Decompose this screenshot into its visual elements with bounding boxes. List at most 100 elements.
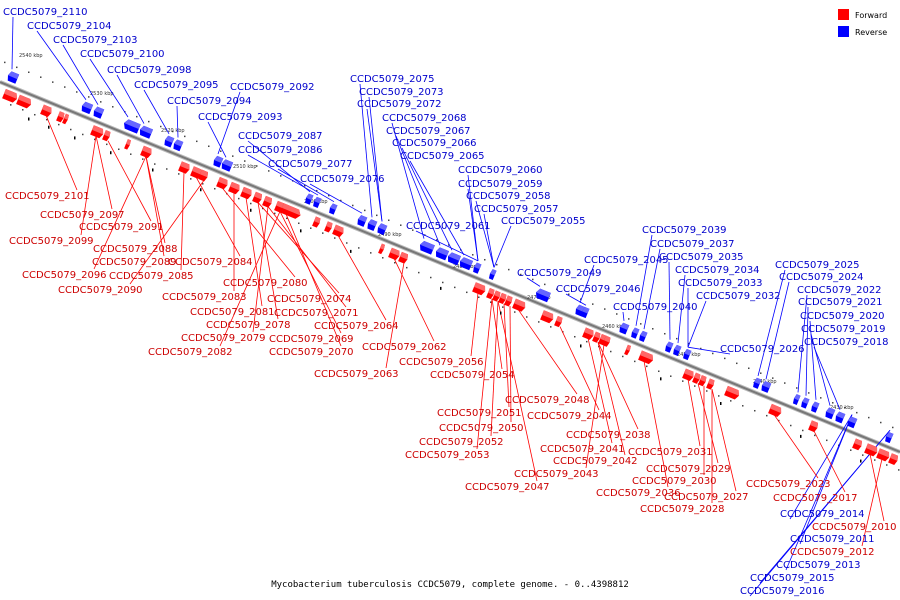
axis-mark [720, 402, 722, 405]
tick-dot [322, 232, 324, 234]
tick-dot [250, 202, 252, 205]
forward-leader-line [490, 301, 499, 437]
tick-dot [502, 306, 504, 308]
tick-dot [106, 143, 108, 146]
tick-label: 2510 kbp [233, 164, 257, 170]
forward-gene-label: CCDC5079_2048 [505, 395, 590, 406]
tick-dot [700, 347, 702, 350]
tick-dot [406, 266, 408, 269]
axis-mark [350, 249, 352, 253]
tick-dot [142, 158, 144, 160]
forward-gene-label: CCDC5079_2042 [553, 456, 638, 467]
forward-leader-line [257, 202, 279, 320]
tick-marks [4, 61, 900, 471]
forward-gene-arrow [312, 216, 322, 228]
reverse-gene-arrow [834, 411, 846, 424]
tick-dot [178, 173, 180, 175]
reverse-leader-line [207, 121, 227, 158]
reverse-leader-line [467, 188, 479, 261]
tick-dot [808, 392, 810, 394]
tick-dot [190, 178, 192, 180]
forward-gene-arrow [768, 403, 783, 418]
reverse-gene-arrow [630, 327, 640, 339]
reverse-gene-arrow [638, 330, 648, 343]
reverse-gene-label: CCDC5079_2076 [300, 174, 385, 185]
reverse-gene-arrow [884, 431, 894, 444]
reverse-leader-line [247, 140, 311, 193]
forward-gene-arrow [124, 139, 132, 150]
forward-gene-label: CCDC5079_2074 [267, 294, 352, 305]
tick-dot [256, 165, 258, 167]
tick-dot [436, 239, 438, 241]
tick-dot [706, 390, 708, 392]
reverse-leader-line [749, 429, 891, 597]
reverse-gene-label: CCDC5079_2077 [268, 159, 353, 170]
axis-mark [28, 117, 30, 121]
tick-dot [874, 459, 876, 461]
tick-dot [490, 301, 492, 303]
forward-gene-label: CCDC5079_2096 [22, 270, 107, 281]
tick-dot [550, 326, 552, 328]
tick-dot [166, 168, 168, 170]
forward-gene-label: CCDC5079_2054 [430, 370, 515, 381]
tick-dot [496, 263, 498, 266]
forward-gene-label: CCDC5079_2051 [437, 408, 522, 419]
genome-axis [0, 80, 900, 454]
axis-mark [500, 311, 502, 315]
reverse-gene-label: CCDC5079_2098 [107, 65, 192, 76]
tick-dot [610, 350, 612, 353]
tick-dot [208, 145, 210, 148]
tick-dot [28, 71, 30, 74]
tick-dot [238, 197, 240, 200]
tick-dot [376, 214, 378, 217]
reverse-gene-label: CCDC5079_2094 [167, 96, 252, 107]
forward-leader-line [145, 156, 165, 257]
forward-gene-arrow [332, 224, 346, 238]
forward-gene-arrow [252, 191, 264, 205]
forward-gene-arrow [540, 310, 555, 325]
forward-leader-line [195, 176, 241, 257]
reverse-gene-arrow [800, 397, 810, 409]
tick-dot [268, 170, 270, 172]
forward-gene-label: CCDC5079_2038 [566, 430, 651, 441]
tick-dot [40, 76, 42, 78]
tick-dot [520, 273, 522, 276]
axis-mark [580, 344, 582, 348]
reverse-gene-arrow [488, 268, 497, 280]
forward-leader-line [697, 383, 719, 464]
reverse-gene-label: CCDC5079_2039 [642, 225, 727, 236]
forward-gene-label: CCDC5079_2053 [405, 450, 490, 461]
reverse-gene-label: CCDC5079_2060 [458, 165, 543, 176]
tick-dot [886, 464, 888, 466]
tick-dot [742, 405, 744, 407]
tick-dot [232, 155, 234, 157]
forward-gene-label: CCDC5079_2044 [527, 411, 612, 422]
tick-dot [646, 365, 648, 368]
tick-dot [358, 247, 360, 249]
tick-dot [220, 150, 222, 152]
legend: Forward Reverse [838, 9, 887, 37]
tick-dot [58, 123, 60, 126]
tick-dot [304, 184, 306, 187]
reverse-gene-label: CCDC5079_2067 [386, 126, 471, 137]
axis-mark [860, 459, 862, 463]
forward-leader-line [597, 342, 626, 456]
reverse-leader-line [789, 414, 853, 520]
forward-leader-line [559, 326, 600, 411]
forward-leader-line [385, 262, 405, 369]
reverse-leader-line [11, 16, 14, 70]
tick-dot [94, 138, 96, 141]
forward-gene-label: CCDC5079_2064 [314, 321, 399, 332]
forward-leader-line [470, 292, 479, 357]
reverse-gene-label: CCDC5079_2045 [584, 255, 669, 266]
tick-dot [556, 288, 558, 291]
tick-dot [34, 113, 36, 116]
gene-features [2, 70, 900, 466]
tick-dot [352, 204, 354, 207]
forward-leader-line [773, 414, 819, 479]
forward-gene-arrow [888, 453, 900, 466]
tick-dot [892, 426, 894, 429]
tick-dot [160, 125, 162, 128]
tick-dot [244, 160, 246, 162]
reverse-leader-line [309, 183, 363, 214]
